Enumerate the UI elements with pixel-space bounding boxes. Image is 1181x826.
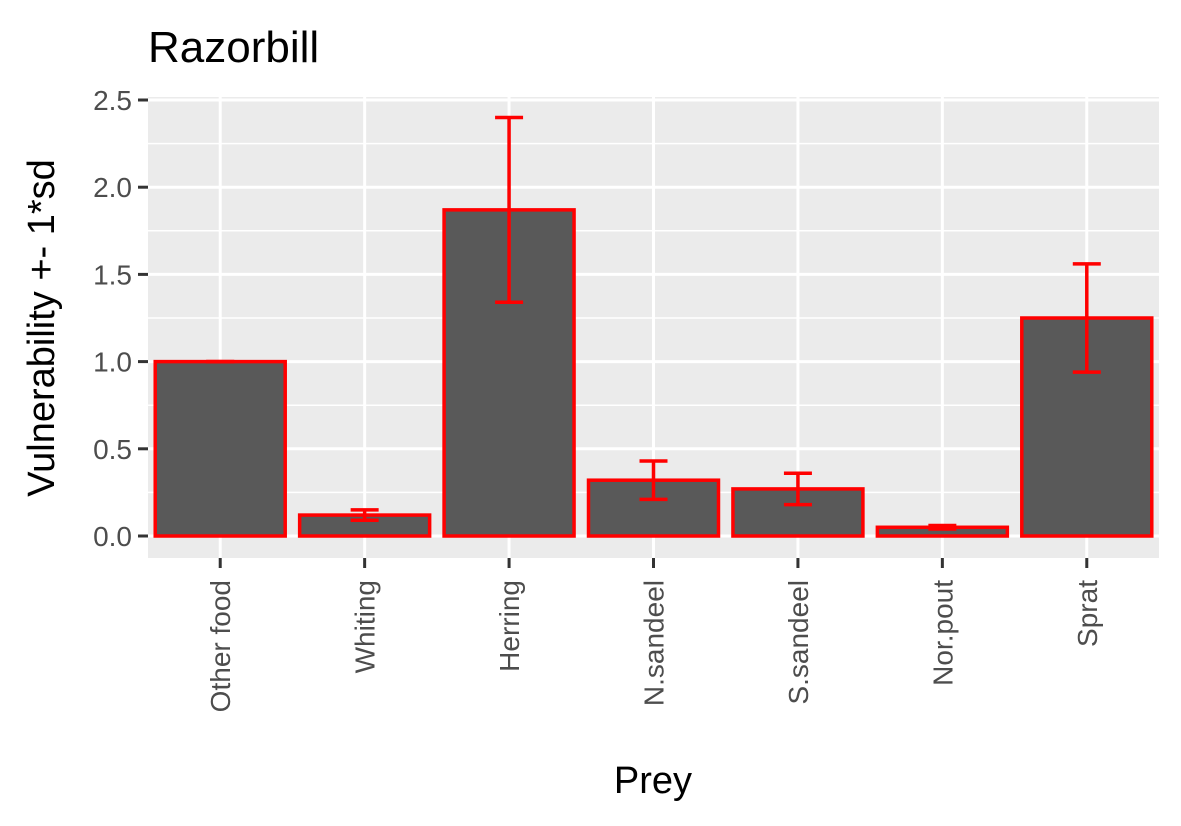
- y-tick-label: 0.5: [93, 434, 132, 465]
- error-bar: [639, 459, 668, 502]
- bar: [153, 359, 287, 538]
- chart-title: Razorbill: [148, 23, 319, 72]
- x-axis-title: Prey: [614, 760, 692, 802]
- x-tick-label: Other food: [205, 580, 236, 712]
- y-axis: 0.0 0.5 1.0 1.5 2.0 2.5: [93, 85, 148, 552]
- x-tick-label: Herring: [494, 580, 525, 672]
- y-tick-label: 2.0: [93, 172, 132, 203]
- x-tick-label: Nor.pout: [927, 580, 958, 686]
- x-tick-label: Whiting: [350, 580, 381, 673]
- x-axis: Other food Whiting Herring N.sandeel S.sande…: [205, 558, 1103, 712]
- y-tick-label: 1.0: [93, 347, 132, 378]
- error-bar: [928, 523, 957, 531]
- y-tick-label: 0.0: [93, 521, 132, 552]
- gridlines: [148, 97, 1159, 558]
- y-axis-title: Vulnerability +- 1*sd: [21, 159, 63, 497]
- error-bar: [783, 471, 812, 507]
- error-bar: [1072, 262, 1101, 374]
- error-bar: [350, 508, 379, 523]
- x-tick-label: Sprat: [1072, 580, 1103, 647]
- error-bars: [206, 115, 1101, 531]
- y-tick-label: 1.5: [93, 259, 132, 290]
- y-tick-label: 2.5: [93, 85, 132, 116]
- x-tick-label: N.sandeel: [639, 580, 670, 706]
- x-tick-label: S.sandeel: [783, 580, 814, 705]
- error-bar: [495, 115, 524, 305]
